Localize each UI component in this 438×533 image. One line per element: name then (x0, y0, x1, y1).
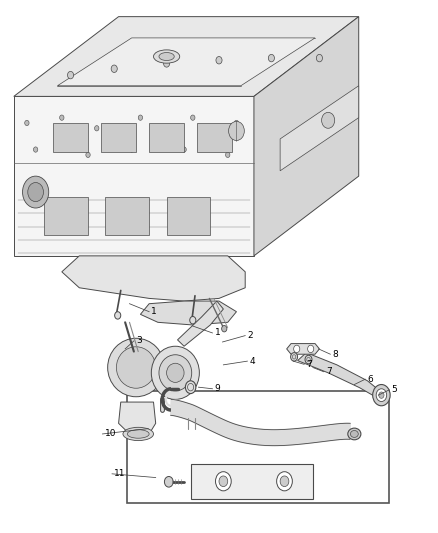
Polygon shape (297, 353, 381, 397)
Circle shape (280, 476, 289, 487)
Circle shape (111, 65, 117, 72)
Circle shape (234, 120, 239, 126)
Circle shape (277, 472, 292, 491)
Circle shape (185, 381, 196, 393)
Text: 10: 10 (105, 430, 116, 439)
Polygon shape (119, 402, 155, 434)
Polygon shape (280, 86, 359, 171)
Circle shape (379, 392, 384, 398)
Circle shape (28, 182, 43, 201)
Circle shape (138, 115, 143, 120)
Ellipse shape (159, 53, 174, 61)
Circle shape (376, 389, 387, 401)
Polygon shape (287, 344, 319, 354)
Circle shape (163, 60, 170, 67)
Circle shape (226, 152, 230, 158)
Bar (44, 197, 88, 235)
Circle shape (60, 115, 64, 120)
Text: 1: 1 (151, 307, 157, 316)
Circle shape (33, 147, 38, 152)
Bar (149, 123, 184, 152)
Bar (197, 123, 232, 152)
Circle shape (290, 353, 297, 361)
Bar (106, 197, 149, 235)
Bar (191, 464, 313, 499)
Polygon shape (57, 38, 315, 86)
Polygon shape (141, 301, 237, 325)
Circle shape (229, 122, 244, 141)
Bar (101, 123, 136, 152)
Polygon shape (14, 96, 254, 256)
Circle shape (305, 356, 312, 364)
Ellipse shape (151, 346, 199, 399)
Polygon shape (177, 301, 223, 346)
Bar (53, 123, 88, 152)
Circle shape (216, 56, 222, 64)
Ellipse shape (166, 364, 184, 382)
Circle shape (222, 326, 227, 332)
Circle shape (115, 312, 121, 319)
Circle shape (307, 345, 314, 353)
Circle shape (130, 147, 134, 152)
Ellipse shape (127, 430, 149, 438)
Text: 3: 3 (136, 336, 142, 345)
Text: 2: 2 (247, 331, 253, 340)
Circle shape (215, 472, 231, 491)
Polygon shape (14, 17, 359, 96)
Ellipse shape (348, 428, 361, 440)
Circle shape (86, 152, 90, 158)
Text: 9: 9 (215, 384, 220, 393)
Ellipse shape (153, 50, 180, 63)
Polygon shape (171, 399, 350, 446)
Polygon shape (62, 256, 245, 301)
Text: 8: 8 (332, 350, 338, 359)
Circle shape (95, 126, 99, 131)
Text: 4: 4 (250, 357, 255, 366)
Circle shape (182, 147, 186, 152)
Circle shape (268, 54, 275, 62)
Circle shape (25, 120, 29, 126)
FancyBboxPatch shape (127, 391, 389, 503)
Circle shape (373, 384, 390, 406)
Ellipse shape (350, 431, 358, 438)
Ellipse shape (159, 355, 192, 391)
Circle shape (316, 54, 322, 62)
Ellipse shape (117, 347, 155, 388)
Circle shape (67, 71, 74, 79)
Circle shape (293, 345, 300, 353)
Text: 11: 11 (114, 470, 126, 478)
Circle shape (321, 112, 335, 128)
Text: 5: 5 (392, 385, 397, 394)
Ellipse shape (123, 427, 153, 441)
Circle shape (191, 115, 195, 120)
Text: 1: 1 (215, 328, 220, 337)
Text: 7: 7 (326, 367, 332, 376)
Polygon shape (254, 17, 359, 256)
Circle shape (22, 176, 49, 208)
Circle shape (164, 477, 173, 487)
Text: 6: 6 (367, 375, 373, 384)
Circle shape (190, 317, 196, 324)
Ellipse shape (108, 338, 164, 397)
Text: 7: 7 (306, 360, 312, 369)
Bar (166, 197, 210, 235)
Circle shape (219, 476, 228, 487)
